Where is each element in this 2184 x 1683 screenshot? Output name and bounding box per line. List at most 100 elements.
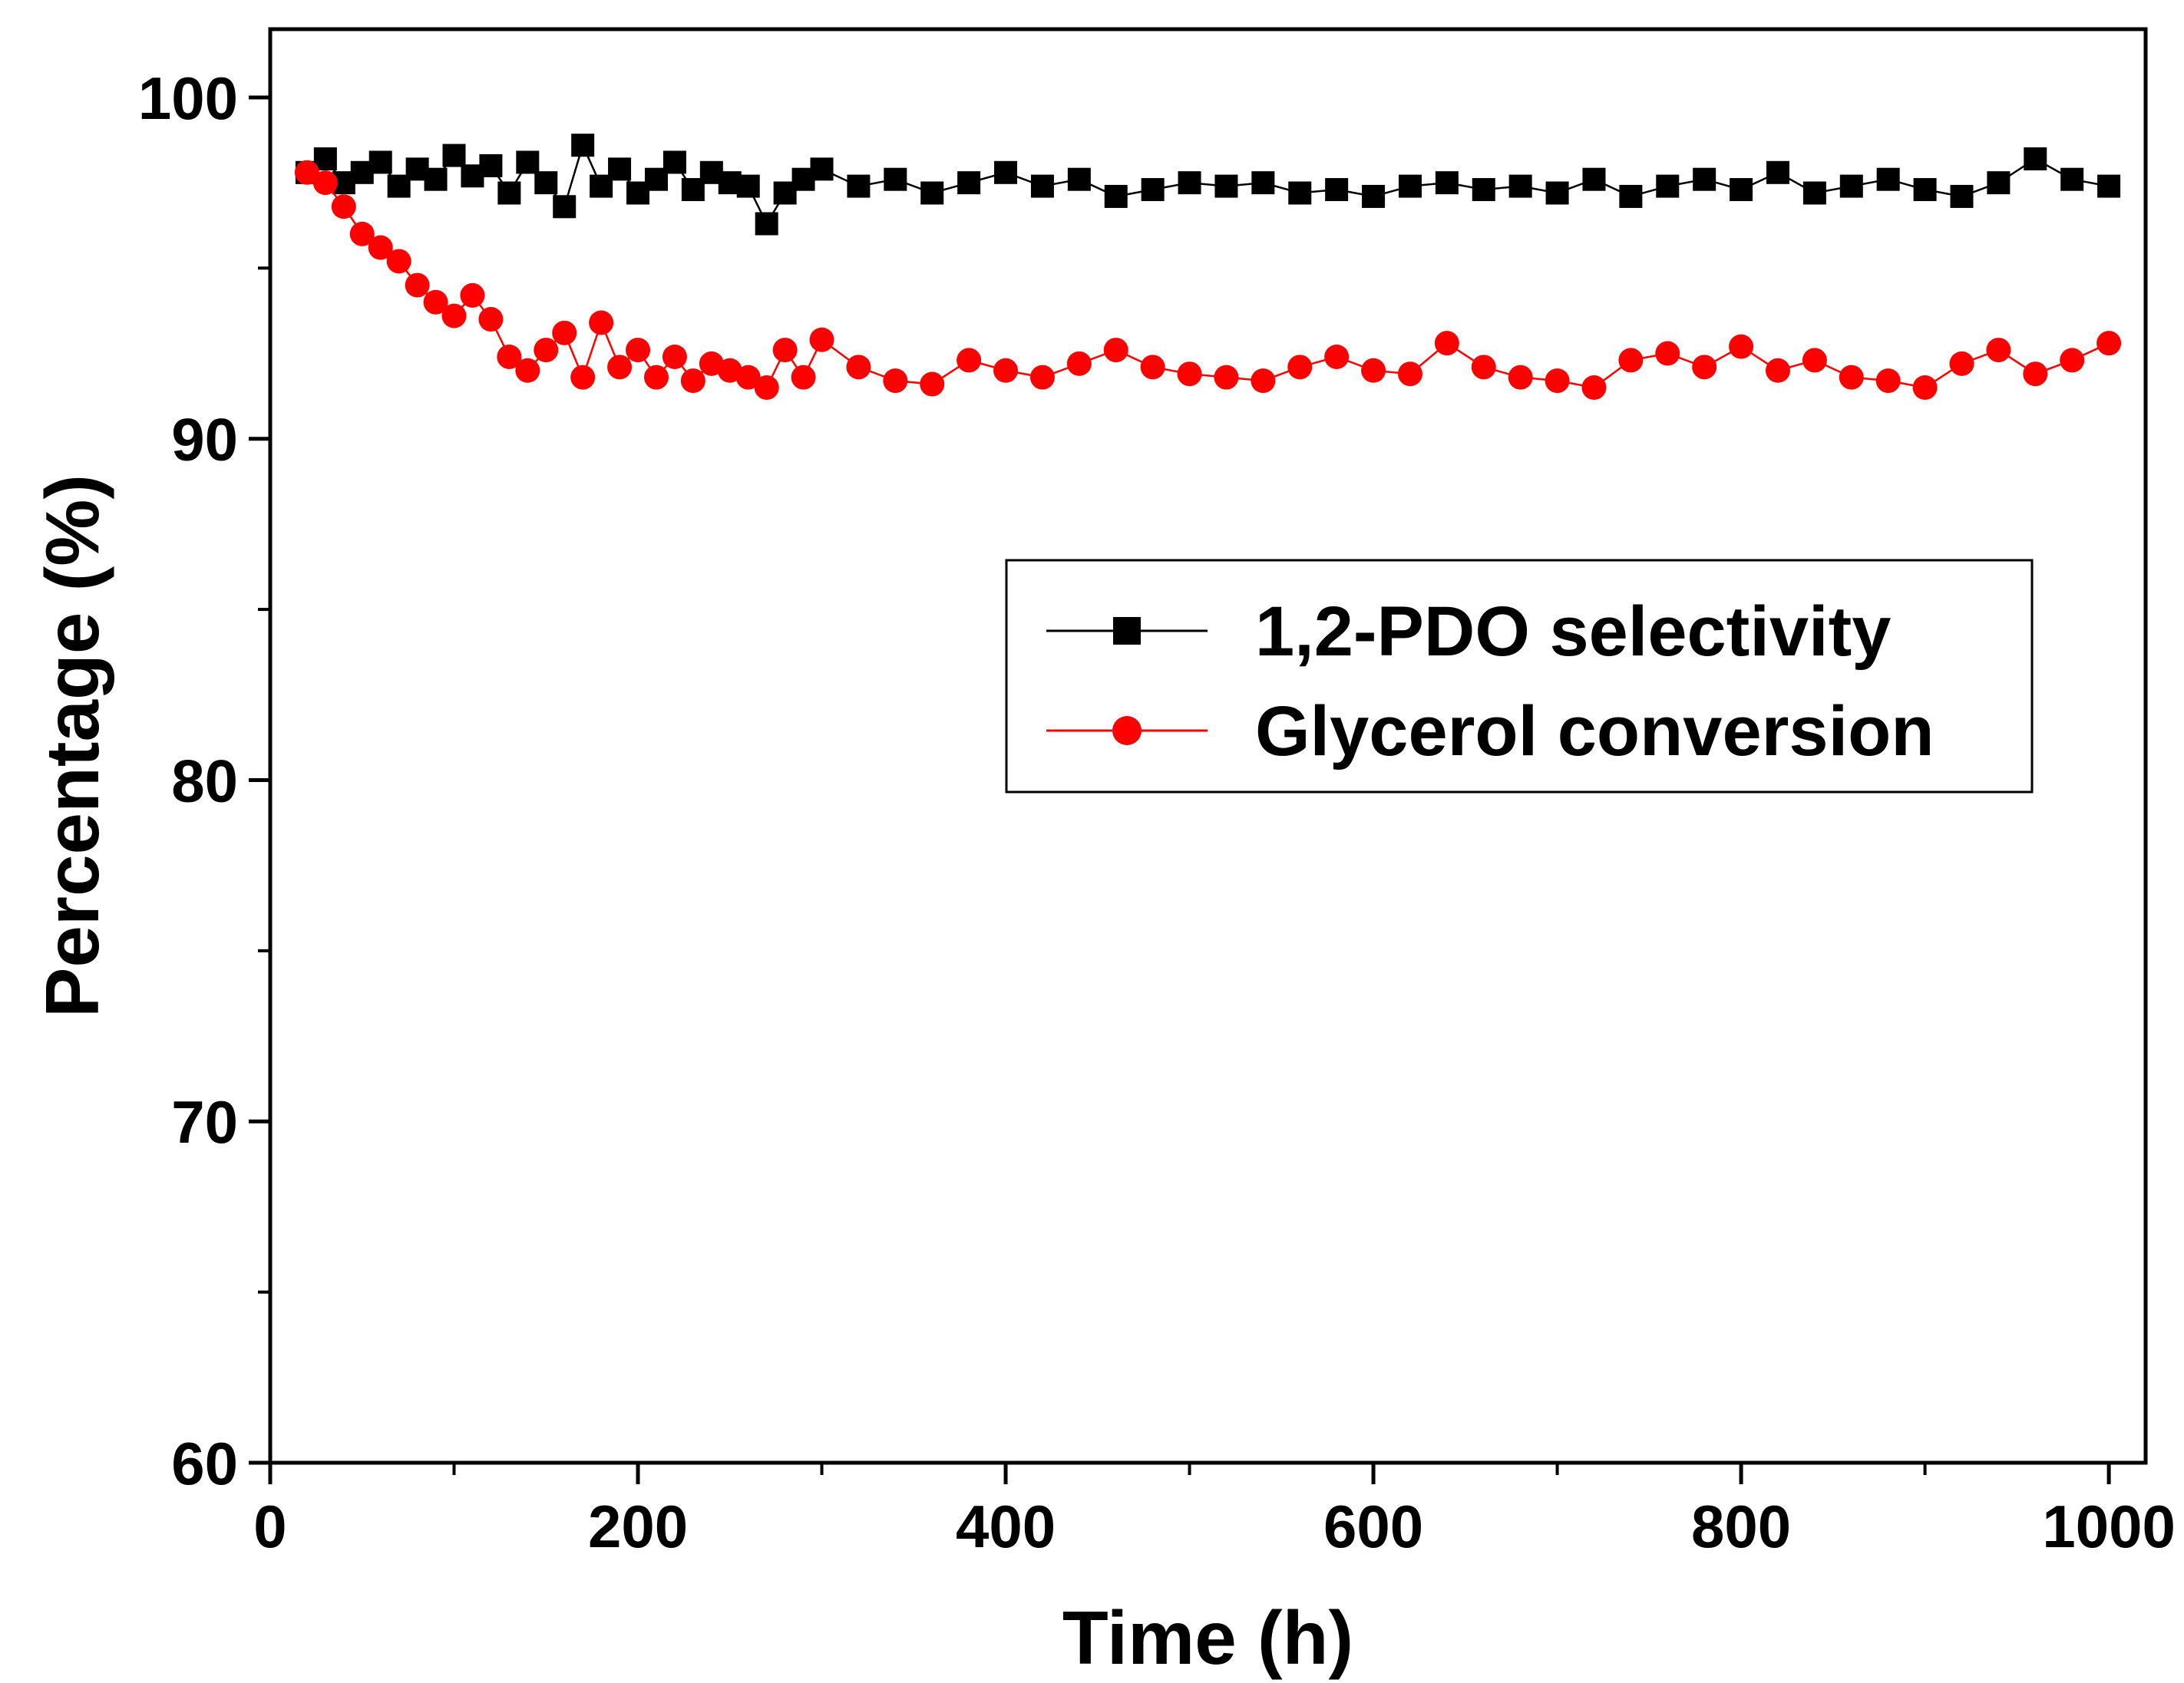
data-point xyxy=(571,134,595,157)
data-point xyxy=(534,338,559,363)
data-point xyxy=(883,368,908,394)
series-line-0 xyxy=(306,142,2110,226)
data-point xyxy=(1287,355,1313,380)
data-point xyxy=(1949,351,1974,376)
data-point xyxy=(497,344,522,369)
data-point xyxy=(497,181,521,205)
data-point xyxy=(442,144,466,167)
data-point xyxy=(1141,178,1165,202)
data-point xyxy=(2097,174,2121,198)
legend: 1,2-PDO selectivity Glycerol conversion xyxy=(1005,559,2034,794)
data-point xyxy=(1619,184,1643,208)
data-point xyxy=(1435,171,1459,195)
data-point xyxy=(643,365,669,390)
data-point xyxy=(662,344,687,369)
data-point xyxy=(680,368,705,394)
axis-layer: 0 200 400 600 800 1000 60 70 80 90 100 xyxy=(138,64,2176,1560)
data-point xyxy=(1214,365,1239,390)
data-point xyxy=(1839,365,1864,390)
data-point xyxy=(1066,351,1092,376)
data-point xyxy=(1362,184,1386,208)
data-point xyxy=(460,282,485,308)
y-tick-label: 70 xyxy=(171,1088,238,1156)
data-point xyxy=(1913,178,1937,202)
data-point xyxy=(368,150,392,174)
data-point xyxy=(1802,348,1827,373)
x-tick-label: 1000 xyxy=(2042,1493,2176,1560)
data-point xyxy=(2060,167,2084,191)
data-point xyxy=(1693,167,1716,191)
data-point xyxy=(1875,368,1901,394)
data-point xyxy=(1912,375,1938,400)
data-point xyxy=(589,310,614,335)
data-point xyxy=(515,358,540,383)
data-point xyxy=(1030,174,1054,198)
data-point xyxy=(534,171,558,195)
data-point xyxy=(294,160,319,185)
data-point xyxy=(1986,338,2011,363)
data-point xyxy=(1397,361,1422,387)
data-point xyxy=(1067,167,1091,191)
data-point xyxy=(920,181,944,205)
data-point xyxy=(2060,348,2085,373)
data-point xyxy=(1582,167,1606,191)
data-point xyxy=(1104,184,1128,208)
data-point xyxy=(1214,174,1238,198)
data-point xyxy=(846,355,871,380)
plot-frame xyxy=(268,27,2148,1465)
data-point xyxy=(570,365,596,390)
data-point xyxy=(1839,174,1863,198)
x-tick-label: 600 xyxy=(1323,1493,1423,1560)
data-point xyxy=(1472,178,1495,202)
data-point xyxy=(1140,355,1165,380)
data-point xyxy=(736,174,760,198)
x-tick-label: 200 xyxy=(588,1493,688,1560)
data-point xyxy=(957,171,981,195)
data-point xyxy=(1802,181,1826,205)
data-point xyxy=(1766,160,1789,184)
legend-box xyxy=(1005,559,2034,794)
data-point xyxy=(1987,171,2011,195)
data-point xyxy=(847,174,871,198)
data-point xyxy=(755,212,778,236)
data-point xyxy=(957,348,982,373)
data-point xyxy=(920,371,945,397)
data-point xyxy=(662,150,686,174)
data-point xyxy=(607,355,633,380)
data-point xyxy=(1692,355,1717,380)
data-point xyxy=(1950,184,1974,208)
data-point xyxy=(405,272,430,298)
data-point xyxy=(349,221,375,246)
data-point xyxy=(1288,181,1312,205)
y-tick-label: 100 xyxy=(138,64,238,132)
data-point xyxy=(368,235,393,260)
data-point xyxy=(735,365,761,390)
legend-label: 1,2-PDO selectivity xyxy=(1255,592,1891,671)
data-point xyxy=(810,157,834,181)
data-point xyxy=(479,153,503,177)
data-point xyxy=(1434,331,1459,356)
data-point xyxy=(1177,361,1202,387)
data-point xyxy=(1251,368,1276,394)
data-point xyxy=(1251,171,1275,195)
data-point xyxy=(516,150,540,174)
x-tick-label: 800 xyxy=(1691,1493,1791,1560)
data-point xyxy=(626,338,651,363)
data-point xyxy=(2024,147,2047,171)
data-point xyxy=(754,375,779,400)
y-tick-label: 80 xyxy=(171,747,238,814)
x-tick-label: 400 xyxy=(956,1493,1056,1560)
data-point xyxy=(1103,338,1128,363)
data-point xyxy=(1178,171,1201,195)
data-point xyxy=(772,338,798,363)
data-point xyxy=(809,327,834,352)
data-point xyxy=(1029,365,1055,390)
legend-items: 1,2-PDO selectivity Glycerol conversion xyxy=(1046,592,1935,771)
data-point xyxy=(312,170,338,196)
data-point xyxy=(1508,365,1533,390)
data-point xyxy=(1325,178,1349,202)
data-point xyxy=(1730,178,1753,202)
series-layer xyxy=(294,134,2122,400)
data-point xyxy=(1581,375,1607,400)
